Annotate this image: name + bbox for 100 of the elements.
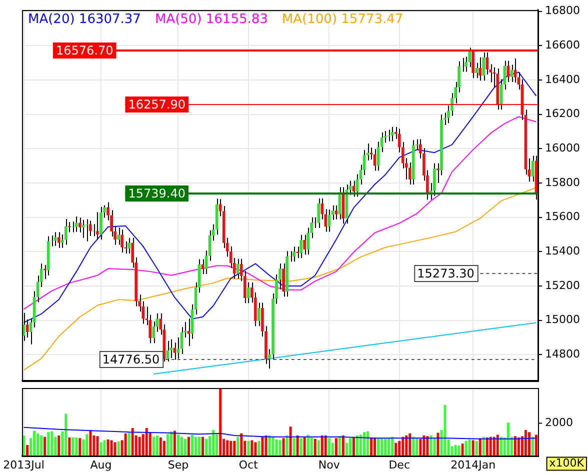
bar: [342, 435, 344, 456]
bar: [173, 430, 176, 456]
y-tick-label: 14800: [545, 348, 580, 361]
bar: [506, 422, 510, 456]
bar: [306, 434, 310, 456]
bar: [162, 440, 166, 456]
candlestick: [472, 49, 474, 79]
bar: [320, 435, 324, 456]
bar: [194, 436, 197, 456]
bar: [430, 435, 432, 456]
bar: [334, 438, 338, 456]
candlestick: [258, 302, 260, 327]
candlestick: [328, 209, 331, 232]
bar: [482, 436, 485, 456]
candlestick: [100, 206, 102, 240]
bar: [377, 438, 380, 456]
candlestick: [57, 232, 60, 248]
candlestick: [390, 126, 394, 142]
x-tick-label: Dec: [388, 458, 410, 472]
y-tick-label: 16400: [545, 72, 580, 86]
bar: [264, 435, 268, 456]
candlestick: [282, 262, 285, 298]
bar: [394, 442, 398, 456]
bar: [117, 442, 120, 456]
candlestick: [475, 62, 478, 79]
bar: [131, 428, 134, 456]
candlestick: [64, 218, 68, 246]
bar: [156, 435, 158, 456]
ref-line-label: 16257.90: [128, 98, 186, 112]
candlestick: [54, 232, 57, 246]
candlestick: [128, 237, 130, 254]
bar: [247, 440, 250, 456]
bar: [292, 438, 296, 456]
y-tick-label: 15200: [545, 278, 580, 292]
candlestick: [236, 258, 240, 280]
bar: [468, 440, 471, 456]
bar: [303, 436, 306, 456]
y-tick-label: 15600: [545, 210, 580, 224]
bar: [398, 440, 401, 456]
bar: [236, 436, 240, 456]
candlestick: [117, 227, 120, 246]
candlestick: [96, 212, 99, 240]
ref-line-label: 16576.70: [56, 44, 114, 58]
text: MA(50) 16155.83: [154, 12, 268, 27]
bar: [324, 435, 327, 456]
bar: [44, 436, 46, 456]
bar: [348, 438, 352, 456]
bar: [478, 438, 482, 456]
bar: [33, 430, 36, 456]
candlestick: [201, 258, 204, 274]
bar: [92, 435, 96, 456]
bar: [226, 440, 229, 456]
bar: [405, 435, 408, 456]
x-tick-label: Oct: [238, 458, 259, 472]
candlestick: [436, 162, 440, 184]
y-tick-label: 15000: [545, 313, 580, 326]
bar: [492, 436, 496, 456]
bar: [524, 430, 527, 456]
candlestick: [433, 162, 436, 196]
bar: [170, 431, 172, 456]
y-tick-label: 16200: [545, 107, 580, 120]
bar: [268, 435, 271, 456]
bar: [419, 438, 422, 456]
y-tick-label: 16800: [545, 4, 580, 18]
bar: [254, 442, 257, 456]
text: 2000: [545, 416, 573, 430]
bar: [363, 432, 366, 456]
bar: [388, 438, 390, 456]
candlestick: [300, 234, 302, 259]
bar: [50, 431, 54, 456]
bar: [58, 435, 60, 456]
bar: [408, 433, 412, 456]
candlestick: [75, 216, 78, 232]
bar: [422, 435, 426, 456]
x-tick-label: 2013Jul: [3, 458, 44, 472]
ref-line-label: 15273.30: [417, 266, 474, 281]
bar: [433, 437, 436, 456]
candlestick: [120, 229, 124, 254]
candlestick: [68, 221, 71, 233]
bar: [391, 436, 394, 456]
bar: [128, 432, 130, 456]
bar: [180, 436, 183, 456]
bar: [26, 444, 28, 456]
bar: [489, 436, 492, 456]
bar: [356, 435, 358, 456]
bar: [176, 434, 180, 456]
candlestick: [166, 340, 170, 362]
y-tick-label: 16600: [545, 38, 580, 52]
bar: [374, 437, 376, 456]
bar: [366, 431, 369, 456]
bar: [205, 438, 208, 456]
bar: [258, 440, 260, 456]
text: MA(20) 16307.37: [28, 12, 141, 27]
bar: [219, 388, 222, 456]
candlestick: [478, 56, 482, 82]
candlestick: [82, 219, 85, 238]
x-tick-label: Aug: [90, 458, 112, 472]
bar: [159, 437, 162, 456]
bar: [496, 434, 499, 456]
bar: [416, 438, 418, 456]
